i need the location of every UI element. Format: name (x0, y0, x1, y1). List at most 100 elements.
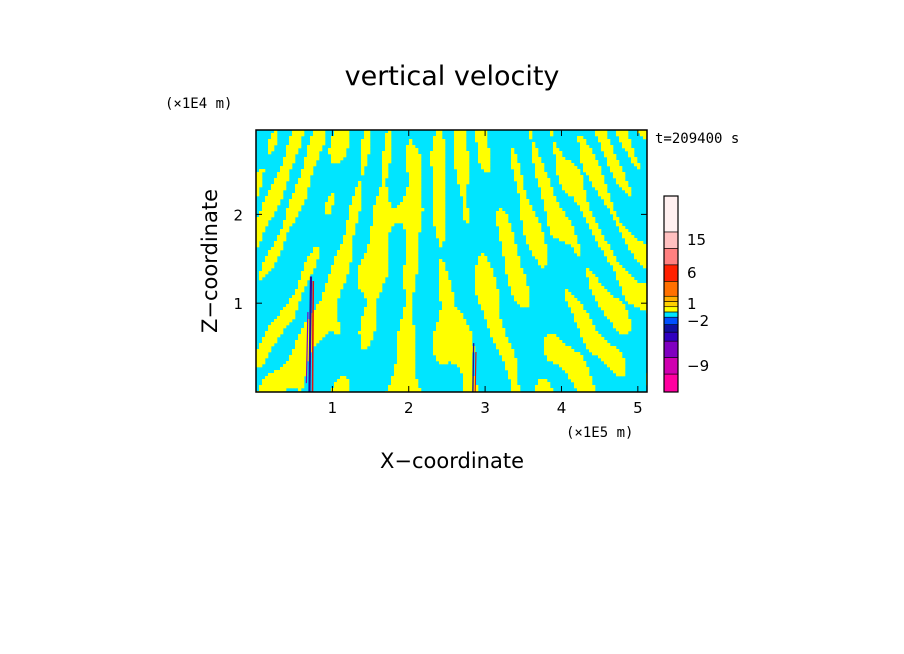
positive-cell (262, 208, 266, 212)
positive-cell (328, 286, 332, 290)
positive-cell (460, 319, 464, 323)
positive-cell (505, 244, 509, 248)
positive-cell (442, 154, 446, 158)
positive-cell (409, 208, 413, 212)
positive-cell (259, 277, 263, 281)
positive-cell (496, 295, 500, 299)
positive-cell (373, 247, 377, 251)
positive-cell (442, 184, 446, 188)
positive-cell (583, 139, 587, 143)
positive-cell (439, 226, 443, 230)
positive-cell (511, 289, 515, 293)
positive-cell (280, 232, 284, 236)
positive-cell (616, 310, 620, 314)
positive-cell (466, 220, 470, 224)
positive-cell (280, 328, 284, 332)
positive-cell (595, 331, 599, 335)
positive-cell (358, 181, 362, 185)
positive-cell (508, 253, 512, 257)
positive-cell (436, 232, 440, 236)
positive-cell (271, 139, 275, 143)
positive-cell (499, 352, 503, 356)
positive-cell (289, 211, 293, 215)
positive-cell (628, 154, 632, 158)
positive-cell (313, 154, 317, 158)
positive-cell (415, 211, 419, 215)
positive-cell (610, 346, 614, 350)
positive-cell (478, 136, 482, 140)
positive-cell (385, 265, 389, 269)
positive-cell (466, 178, 470, 182)
positive-cell (295, 343, 299, 347)
positive-cell (544, 181, 548, 185)
positive-cell (256, 238, 260, 242)
positive-cell (451, 331, 455, 335)
positive-cell (403, 343, 407, 347)
positive-cell (586, 154, 590, 158)
positive-cell (358, 196, 362, 200)
positive-cell (370, 229, 374, 233)
positive-cell (277, 181, 281, 185)
positive-cell (643, 289, 647, 293)
positive-cell (604, 253, 608, 257)
positive-cell (613, 349, 617, 353)
positive-cell (412, 193, 416, 197)
positive-cell (619, 364, 623, 368)
positive-cell (433, 190, 437, 194)
positive-cell (376, 238, 380, 242)
positive-cell (574, 385, 578, 389)
positive-cell (301, 274, 305, 278)
positive-cell (583, 310, 587, 314)
positive-cell (379, 250, 383, 254)
positive-cell (313, 259, 317, 263)
positive-cell (292, 301, 296, 305)
positive-cell (373, 232, 377, 236)
positive-cell (364, 277, 368, 281)
positive-cell (544, 256, 548, 260)
positive-cell (586, 214, 590, 218)
positive-cell (442, 205, 446, 209)
positive-cell (403, 331, 407, 335)
positive-cell (268, 256, 272, 260)
positive-cell (499, 235, 503, 239)
positive-cell (499, 226, 503, 230)
positive-cell (640, 256, 644, 260)
positive-cell (604, 187, 608, 191)
positive-cell (364, 151, 368, 155)
positive-cell (604, 184, 608, 188)
positive-cell (484, 160, 488, 164)
positive-cell (283, 229, 287, 233)
positive-cell (481, 274, 485, 278)
positive-cell (610, 202, 614, 206)
positive-cell (361, 343, 365, 347)
positive-cell (262, 355, 266, 359)
positive-cell (541, 259, 545, 263)
positive-cell (553, 361, 557, 365)
positive-cell (595, 295, 599, 299)
positive-cell (559, 181, 563, 185)
positive-cell (334, 139, 338, 143)
positive-cell (403, 226, 407, 230)
positive-cell (343, 247, 347, 251)
positive-cell (628, 190, 632, 194)
positive-cell (595, 340, 599, 344)
positive-cell (595, 352, 599, 356)
positive-cell (502, 214, 506, 218)
positive-cell (397, 349, 401, 353)
positive-cell (592, 157, 596, 161)
positive-cell (418, 211, 422, 215)
positive-cell (433, 220, 437, 224)
positive-cell (436, 151, 440, 155)
positive-cell (346, 232, 350, 236)
positive-cell (385, 175, 389, 179)
positive-cell (481, 166, 485, 170)
positive-cell (439, 211, 443, 215)
positive-cell (346, 235, 350, 239)
positive-cell (622, 322, 626, 326)
positive-cell (292, 295, 296, 299)
positive-cell (307, 340, 311, 344)
positive-cell (298, 370, 302, 374)
positive-cell (268, 340, 272, 344)
positive-cell (274, 388, 278, 392)
positive-cell (367, 271, 371, 275)
